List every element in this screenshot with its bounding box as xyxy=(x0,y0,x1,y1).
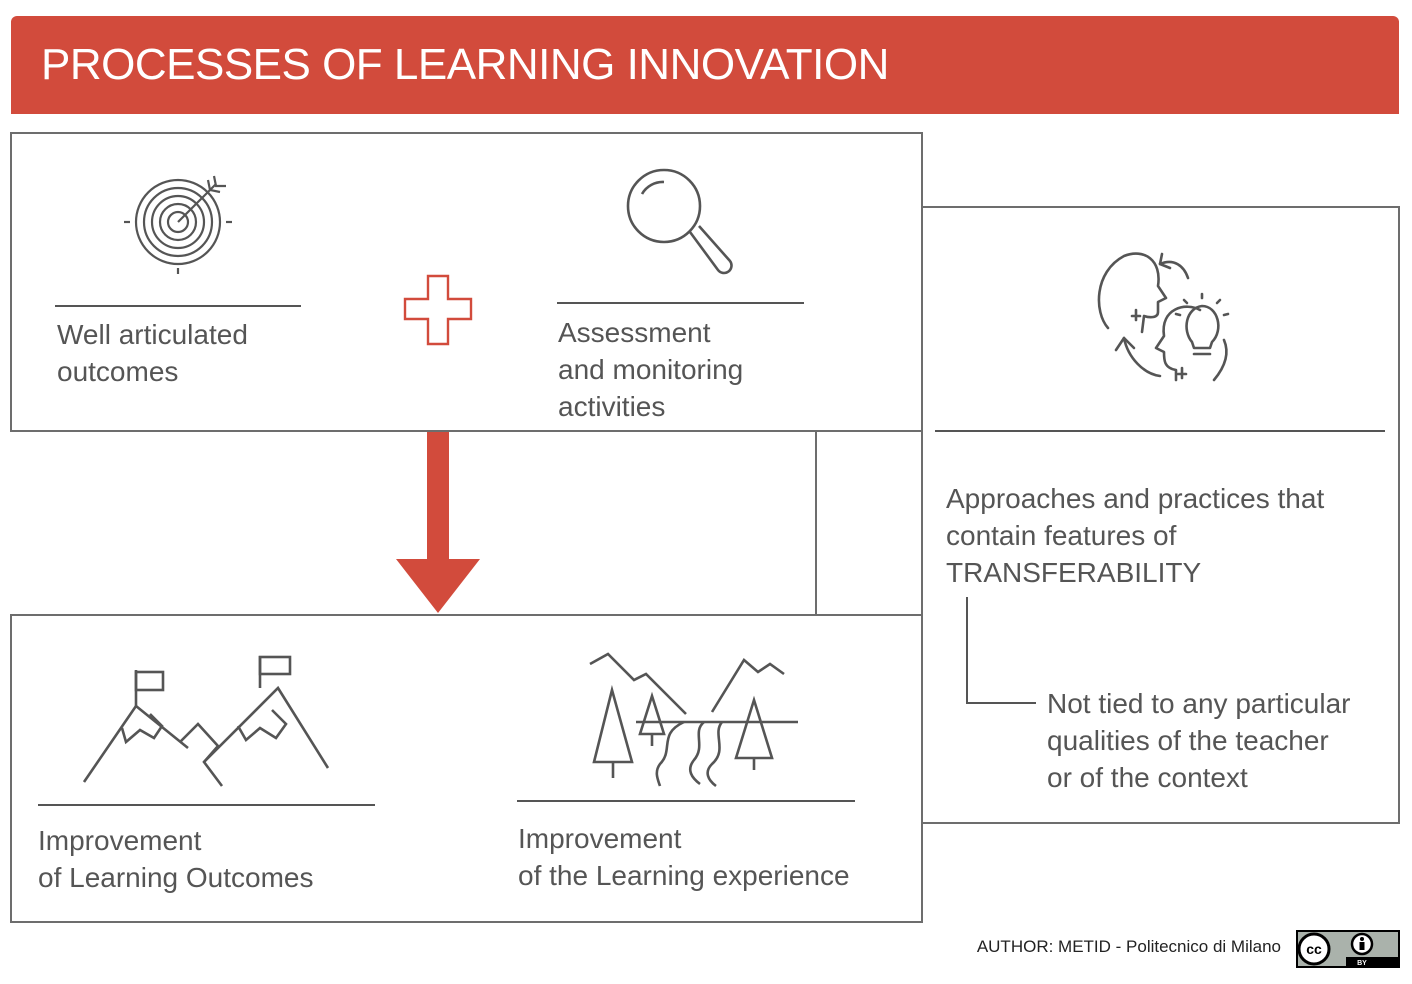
heads-idea-exchange-icon xyxy=(1097,252,1230,382)
divider xyxy=(55,305,301,307)
assessment-monitoring-label: Assessment and monitoring activities xyxy=(558,317,744,422)
svg-text:cc: cc xyxy=(1306,941,1322,957)
target-icon xyxy=(124,175,232,274)
transferability-label: Approaches and practices that contain fe… xyxy=(946,483,1325,588)
magnifier-icon xyxy=(626,168,733,275)
transferability-panel xyxy=(921,206,1400,824)
connector-line xyxy=(815,431,817,615)
divider xyxy=(557,302,804,304)
improvement-learning-experience-label: Improvement of the Learning experience xyxy=(518,823,850,891)
author-credit: AUTHOR: METID - Politecnico di Milano xyxy=(976,937,1281,956)
divider xyxy=(935,430,1385,432)
divider xyxy=(38,804,375,806)
improvement-learning-outcomes-label: Improvement of Learning Outcomes xyxy=(38,825,314,893)
arrow-down-icon xyxy=(396,432,480,613)
page-title: PROCESSES OF LEARNING INNOVATION xyxy=(41,40,889,89)
inputs-panel xyxy=(10,132,923,432)
license-label: BY xyxy=(1357,960,1367,967)
plus-icon xyxy=(403,274,473,346)
mountains-flags-icon xyxy=(82,655,330,787)
well-articulated-outcomes-label: Well articulated outcomes xyxy=(57,319,248,387)
cc-by-icon: cc BY xyxy=(1296,930,1400,968)
landscape-river-icon xyxy=(589,652,798,788)
not-tied-label: Not tied to any particular qualities of … xyxy=(1047,688,1351,793)
elbow-connector xyxy=(966,597,1036,704)
divider xyxy=(517,800,855,802)
title-banner: PROCESSES OF LEARNING INNOVATION xyxy=(11,16,1399,114)
